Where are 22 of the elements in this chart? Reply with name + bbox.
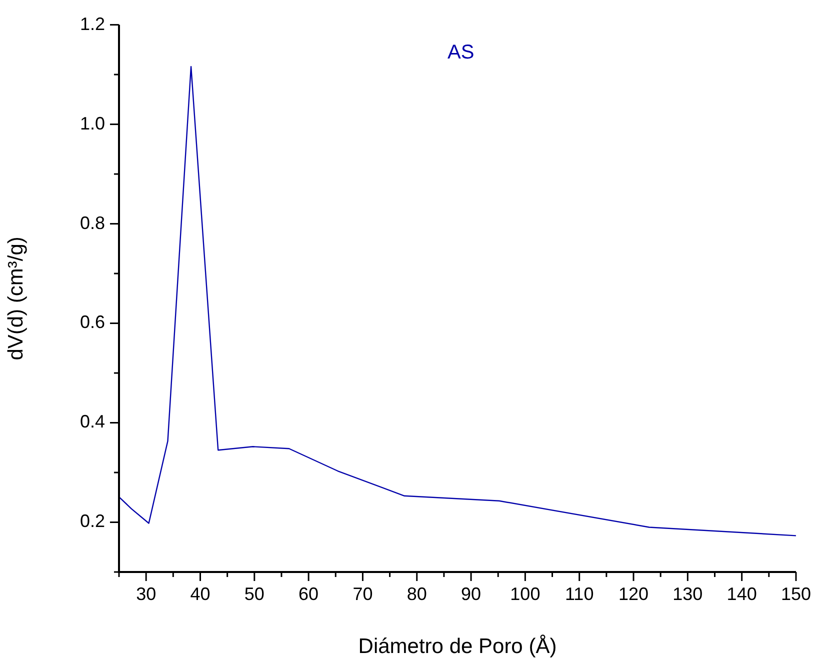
y-axis-title: dV(d) (cm³/g) [4, 236, 28, 360]
x-tick-label: 130 [672, 584, 703, 604]
x-tick-label: 120 [618, 584, 649, 604]
y-tick-label: 0.6 [80, 312, 105, 332]
x-tick-label: 60 [298, 584, 319, 604]
x-tick-label: 40 [190, 584, 210, 604]
y-tick-label: 1.2 [80, 14, 105, 34]
y-tick-label: 0.4 [80, 412, 105, 432]
x-tick-label: 110 [564, 584, 594, 604]
x-tick-label: 90 [461, 584, 482, 604]
x-tick-label: 30 [136, 584, 156, 604]
x-tick-label: 100 [510, 584, 540, 604]
text: AS [448, 41, 474, 64]
x-axis-title: Diámetro de Poro (Å) [358, 634, 557, 658]
x-tick-label: 140 [726, 584, 757, 604]
y-tick-label: 1.0 [80, 113, 105, 134]
x-tick-label: 150 [780, 584, 812, 604]
x-tick-label: 80 [406, 584, 427, 604]
x-tick-label: 70 [352, 584, 373, 604]
x-tick-label: 50 [244, 584, 264, 604]
y-tick-label: 0.2 [80, 511, 105, 532]
y-tick-label: 0.8 [80, 212, 105, 233]
